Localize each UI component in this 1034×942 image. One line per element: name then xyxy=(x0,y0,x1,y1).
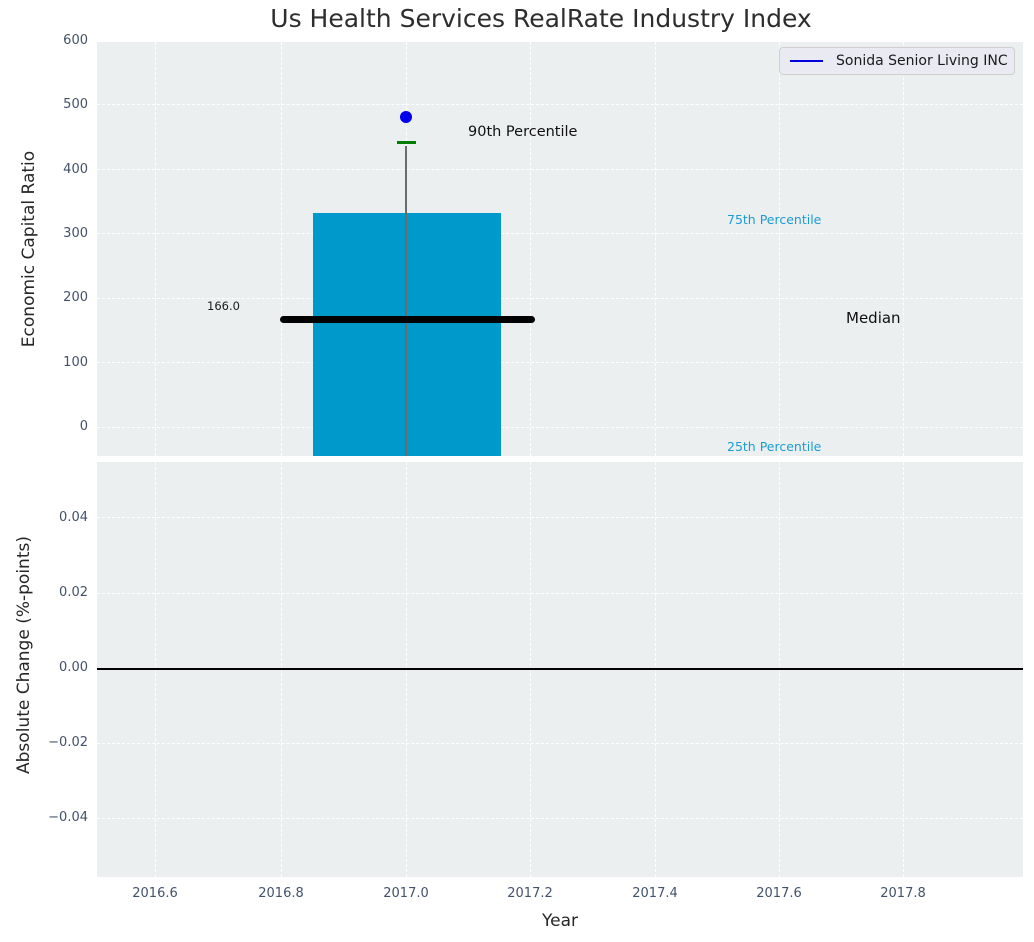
y-tick: −0.04 xyxy=(48,810,88,825)
x-tick: 2016.6 xyxy=(132,886,178,901)
legend-line-swatch xyxy=(790,59,823,63)
annotation-median: Median xyxy=(846,309,901,327)
top-plot-area xyxy=(97,42,1023,456)
y-tick: 500 xyxy=(63,97,88,112)
gridline-v xyxy=(779,42,780,456)
gridline-h xyxy=(97,818,1023,819)
gridline-v xyxy=(903,42,904,456)
x-tick: 2017.0 xyxy=(383,886,429,901)
legend-label: Sonida Senior Living INC xyxy=(836,53,1008,69)
bottom-plot-area xyxy=(97,462,1023,877)
gridline-h xyxy=(97,169,1023,170)
y-tick: 0.02 xyxy=(59,585,88,600)
gridline-v xyxy=(530,42,531,456)
legend: Sonida Senior Living INC xyxy=(779,47,1015,75)
gridline-v xyxy=(155,42,156,456)
gridline-h xyxy=(97,517,1023,518)
x-tick: 2016.8 xyxy=(258,886,304,901)
y-tick: 600 xyxy=(63,33,88,48)
gridline-v xyxy=(281,42,282,456)
x-tick: 2017.8 xyxy=(880,886,926,901)
x-axis-label: Year xyxy=(542,911,578,931)
y-tick: 100 xyxy=(63,355,88,370)
zero-reference-line xyxy=(97,668,1023,670)
top-y-axis-label: Economic Capital Ratio xyxy=(19,150,39,348)
gridline-h xyxy=(97,104,1023,105)
company-data-point xyxy=(400,111,412,123)
annotation-median-value: 166.0 xyxy=(207,299,240,313)
annotation-90th-percentile: 90th Percentile xyxy=(468,124,578,140)
gridline-h xyxy=(97,593,1023,594)
annotation-25th-percentile: 25th Percentile xyxy=(727,439,822,454)
gridline-v xyxy=(655,42,656,456)
percentile-range-bar xyxy=(313,213,501,456)
y-tick: 0 xyxy=(79,419,88,434)
gridline-h xyxy=(97,427,1023,428)
bottom-y-axis-label: Absolute Change (%-points) xyxy=(14,536,34,774)
x-tick: 2017.4 xyxy=(632,886,678,901)
y-tick: 300 xyxy=(63,226,88,241)
whisker-line xyxy=(405,146,407,456)
y-tick: 0.04 xyxy=(59,510,88,525)
x-tick: 2017.2 xyxy=(507,886,553,901)
y-tick: 400 xyxy=(63,162,88,177)
gridline-h xyxy=(97,233,1023,234)
median-line xyxy=(280,316,535,323)
chart-title: Us Health Services RealRate Industry Ind… xyxy=(270,4,812,33)
gridline-h xyxy=(97,743,1023,744)
y-tick: −0.02 xyxy=(48,735,88,750)
gridline-h xyxy=(97,362,1023,363)
x-tick: 2017.6 xyxy=(756,886,802,901)
p90-cap-mark xyxy=(397,141,416,144)
gridline-h xyxy=(97,298,1023,299)
annotation-75th-percentile: 75th Percentile xyxy=(727,212,822,227)
y-tick: 0.00 xyxy=(59,660,88,675)
y-tick: 200 xyxy=(63,290,88,305)
